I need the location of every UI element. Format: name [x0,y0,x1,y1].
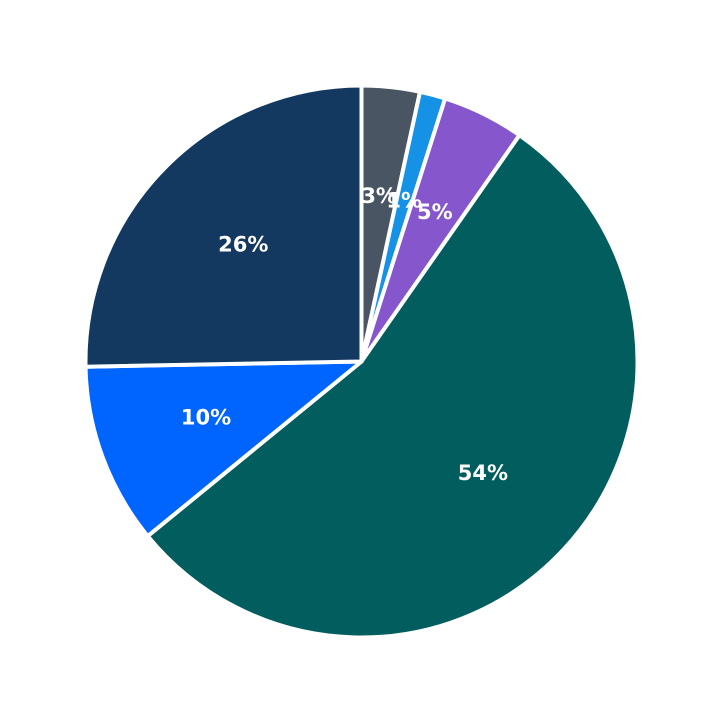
pie-slice-label-4: 10% [181,406,231,430]
pie-slice-5 [83,83,364,369]
pie-slice-label-5: 26% [218,233,268,257]
pie-slice-4 [83,359,364,539]
pie-slice-label-3: 54% [458,461,508,485]
pie-labels: 3%1%5% 54% 10% 26% [181,184,508,485]
pie-slice-label-0: 3% [361,184,397,208]
pie-slice-label-2: 5% [417,200,453,224]
pie-slices [83,83,640,640]
pie-slice-label-1: 1% [386,188,422,212]
pie-slice-3 [145,133,640,640]
